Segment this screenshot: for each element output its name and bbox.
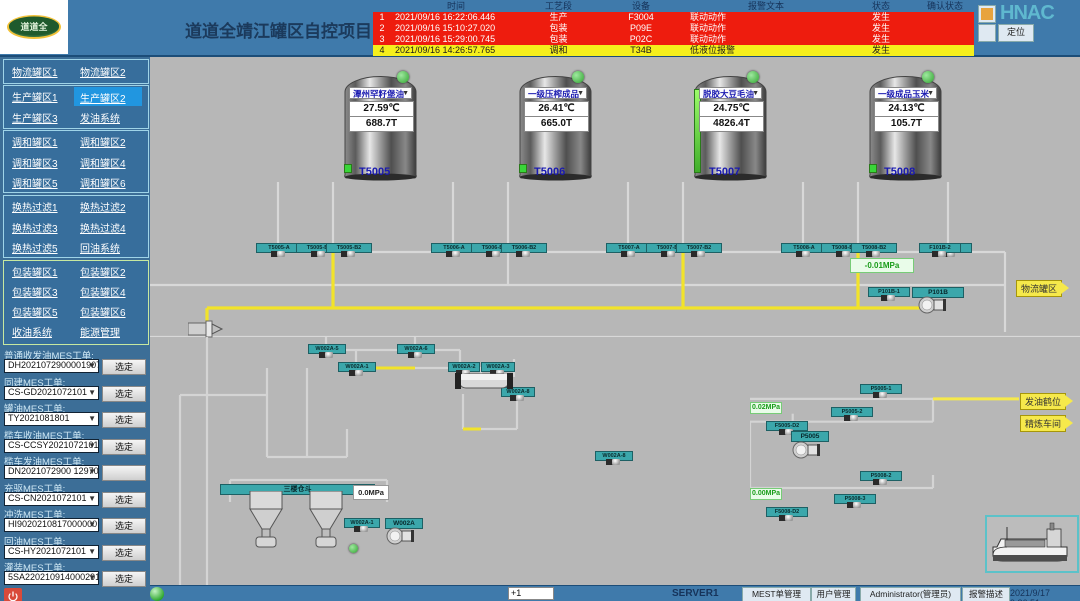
svg-text:道道全: 道道全 xyxy=(20,21,48,32)
